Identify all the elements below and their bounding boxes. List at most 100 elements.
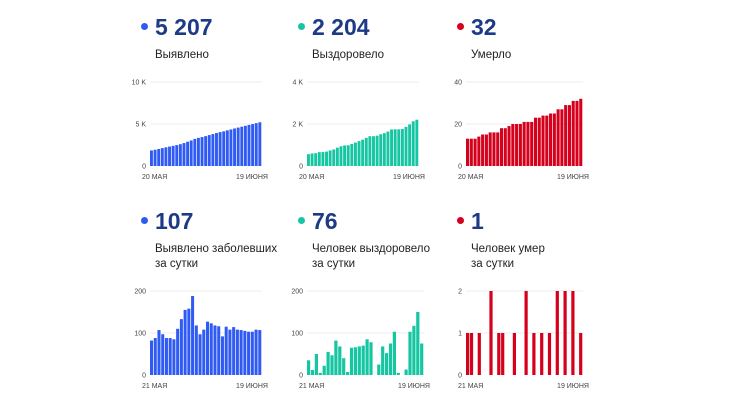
bar [541,115,545,166]
bar [178,144,182,166]
y-tick-label: 200 [291,289,303,296]
stat-value: 32 [471,14,497,40]
bar [179,319,183,375]
bar [193,138,197,166]
blue-dot-icon [141,217,148,224]
bar [575,100,579,166]
bar [545,115,549,166]
bar [258,122,262,166]
bar [392,331,396,375]
bar [325,151,328,166]
bar [204,136,208,166]
y-tick-label: 100 [134,331,146,338]
bar [390,129,394,166]
bar [182,143,186,166]
bar [157,149,161,166]
label-line: за сутки [312,258,356,270]
bar [388,343,393,375]
bar [400,129,404,166]
bar [224,326,228,375]
bar [512,333,516,375]
bar [552,113,556,166]
bar [222,131,226,166]
bar [420,343,424,375]
y-tick-label: 4 K [292,80,303,87]
bar [466,138,470,166]
bar [350,143,354,166]
stat-value: 2 204 [312,14,370,40]
bar [254,123,258,166]
y-tick-label: 100 [291,331,303,338]
bar [164,338,168,375]
bar [240,126,244,166]
bar [379,134,383,166]
bar [339,146,343,166]
bar [342,358,346,375]
bar [161,334,165,375]
bar [243,125,247,166]
bar [235,329,239,375]
x-tick-label-end: 19 ИЮНЯ [557,174,589,181]
bar [416,312,420,375]
bar [473,138,477,166]
bar [211,134,215,166]
bar [466,333,470,375]
bar [484,134,488,166]
bar [172,339,176,375]
bar [522,121,526,166]
bar [164,147,168,166]
bar [503,128,507,166]
bar [247,331,251,375]
label-line: Выздоровело [312,49,385,61]
bar [571,100,575,166]
bar [549,113,553,166]
bar [330,355,334,375]
bar [343,145,347,166]
bar [353,142,357,166]
bar [247,124,251,166]
stat-label: Выявлено [155,48,325,63]
stat-value: 76 [312,208,338,234]
green-dot-icon [298,23,305,30]
bar [496,132,500,166]
bar [515,124,519,166]
bar [322,365,326,375]
bar [229,129,233,166]
bar [361,345,365,375]
bar [254,329,258,375]
red-dot-icon [457,23,464,30]
bar [251,124,255,166]
label-line: Человек выздоровело [312,243,431,255]
bar [372,136,375,166]
y-tick-label: 5 K [135,122,146,129]
bar [530,121,534,166]
bar [191,296,195,375]
bar [318,372,322,375]
bar [335,147,339,166]
bar [361,139,365,166]
stat-value: 5 207 [155,14,213,40]
x-tick-label-end: 19 ИЮНЯ [398,383,430,390]
bar [314,153,318,166]
y-tick-label: 20 [454,122,462,129]
bar [160,148,164,166]
bar [563,291,567,375]
stat-label: Человек умер за сутки [471,242,641,272]
y-tick-label: 2 K [292,122,303,129]
y-tick-label: 0 [299,164,303,171]
bar [233,128,237,166]
chart-recovered-daily: 0 100 200 21 МАЯ 19 ИЮНЯ [291,289,430,391]
label-line: Умерло [471,49,512,61]
x-tick-label-start: 20 МАЯ [458,174,483,181]
bar [153,338,157,375]
bar [202,329,206,375]
bar [232,327,236,375]
stat-value: 1 [471,208,484,234]
bar [338,346,342,375]
bar [186,141,190,166]
bar [365,339,369,375]
x-tick-label-end: 19 ИЮНЯ [236,383,268,390]
bar [326,351,330,375]
bar [176,328,180,375]
